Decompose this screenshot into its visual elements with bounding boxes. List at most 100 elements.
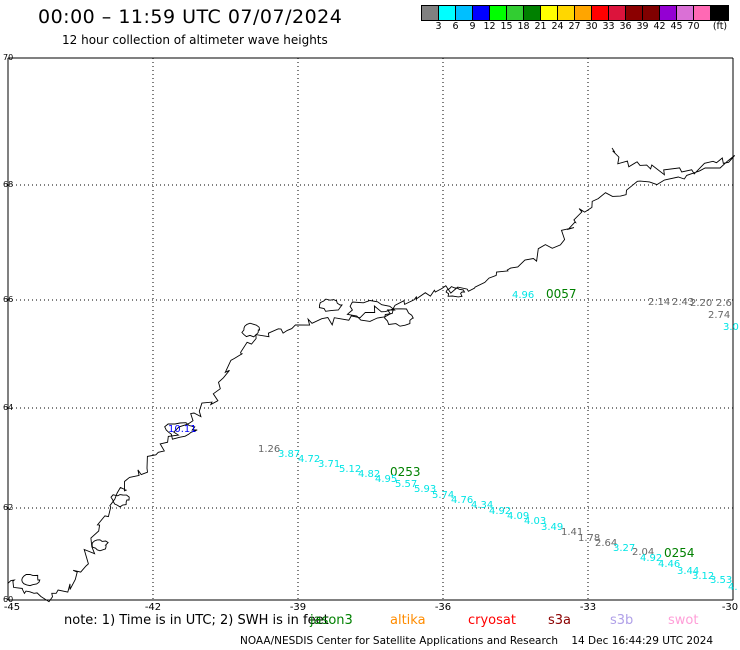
greenland-coastline bbox=[7, 147, 736, 603]
colorbar-label: 33 bbox=[602, 21, 615, 32]
colorbar-swatch bbox=[711, 6, 728, 20]
colorbar-label: 42 bbox=[653, 21, 666, 32]
wave-height-label: 5.12 bbox=[339, 464, 361, 475]
map-subtitle: 12 hour collection of altimeter wave hei… bbox=[62, 33, 328, 47]
satellite-legend-swot: swot bbox=[668, 613, 699, 628]
colorbar-label: 30 bbox=[585, 21, 598, 32]
satellite-legend-s3a: s3a bbox=[548, 613, 572, 628]
pass-time-label: 0254 bbox=[664, 546, 695, 560]
colorbar-swatch bbox=[490, 6, 507, 20]
latitude-label: 64 bbox=[3, 403, 14, 412]
wave-height-label: 3.53 bbox=[710, 575, 732, 586]
wave-height-label: 2.04 bbox=[632, 547, 654, 558]
longitude-label: -42 bbox=[144, 602, 162, 613]
longitude-label: -36 bbox=[434, 602, 452, 613]
wave-height-label: 4.96 bbox=[512, 290, 534, 301]
longitude-label: -45 bbox=[3, 602, 21, 613]
wave-height-label: 5.93 bbox=[414, 484, 436, 495]
wave-height-label: 3.12 bbox=[692, 571, 714, 582]
wave-height-label: 3.0 bbox=[723, 322, 739, 333]
footer-note: note: 1) Time is in UTC; 2) SWH is in fe… bbox=[64, 613, 329, 628]
wave-height-label: 2.20 bbox=[690, 298, 712, 309]
latitude-label: 62 bbox=[3, 503, 14, 512]
colorbar-swatch bbox=[643, 6, 660, 20]
satellite-legend-jason3: jason3 bbox=[310, 613, 353, 628]
island-outline bbox=[318, 298, 343, 312]
wave-height-label: 1.78 bbox=[578, 533, 600, 544]
colorbar-label: 15 bbox=[500, 21, 513, 32]
colorbar-label: 9 bbox=[469, 21, 476, 32]
coastline-path bbox=[7, 147, 736, 603]
wave-height-label: 2.6 bbox=[716, 298, 732, 309]
wave-height-label: 1.26 bbox=[258, 444, 280, 455]
colorbar-swatch bbox=[439, 6, 456, 20]
credit-line: NOAA/NESDIS Center for Satellite Applica… bbox=[240, 635, 713, 647]
map-title: 00:00 – 11:59 UTC 07/07/2024 bbox=[38, 6, 343, 28]
colorbar-swatch bbox=[609, 6, 626, 20]
island-outline bbox=[164, 422, 198, 440]
latitude-label: 70 bbox=[3, 53, 14, 62]
wave-height-colorbar bbox=[421, 5, 729, 21]
wave-height-label: 4.09 bbox=[507, 511, 529, 522]
colorbar-label: 21 bbox=[534, 21, 547, 32]
longitude-label: -39 bbox=[289, 602, 307, 613]
wave-height-label: 4.82 bbox=[358, 469, 380, 480]
satellite-legend-altika: altika bbox=[390, 613, 426, 628]
colorbar-swatch bbox=[677, 6, 694, 20]
credit-timestamp: 14 Dec 16:44:29 UTC 2024 bbox=[571, 635, 714, 647]
colorbar-swatch bbox=[660, 6, 677, 20]
longitude-label: -33 bbox=[579, 602, 597, 613]
credit-organization: NOAA/NESDIS Center for Satellite Applica… bbox=[240, 635, 558, 647]
wave-height-label: 4.95 bbox=[375, 474, 397, 485]
wave-height-label: 2.74 bbox=[708, 310, 730, 321]
colorbar-label: 24 bbox=[551, 21, 564, 32]
colorbar-label: 27 bbox=[568, 21, 581, 32]
wave-height-label: 4. bbox=[728, 582, 738, 593]
pass-time-label: 0057 bbox=[546, 287, 577, 301]
colorbar-label: 18 bbox=[517, 21, 530, 32]
colorbar-label: 45 bbox=[670, 21, 683, 32]
island-outline bbox=[384, 308, 414, 327]
wave-height-label: 4.92 bbox=[640, 553, 662, 564]
wave-height-label: 4.92 bbox=[489, 506, 511, 517]
satellite-legend-s3b: s3b bbox=[610, 613, 634, 628]
latitude-label: 68 bbox=[3, 180, 14, 189]
wave-height-label: 4.72 bbox=[298, 454, 320, 465]
island-outline bbox=[91, 539, 109, 552]
wave-height-label: 10.11 bbox=[168, 424, 197, 435]
colorbar-swatch bbox=[456, 6, 473, 20]
wave-height-label: 4.46 bbox=[658, 559, 680, 570]
wave-height-label: 4.34 bbox=[471, 500, 493, 511]
colorbar-label: 39 bbox=[636, 21, 649, 32]
colorbar-swatch bbox=[592, 6, 609, 20]
wave-height-label: 3.49 bbox=[541, 522, 563, 533]
satellite-legend-cryosat: cryosat bbox=[468, 613, 516, 628]
wave-height-label: 2.64 bbox=[595, 538, 617, 549]
longitude-label: -30 bbox=[721, 602, 739, 613]
wave-height-label: 3.87 bbox=[278, 449, 300, 460]
wave-height-label: 3.44 bbox=[677, 566, 699, 577]
colorbar-label: 36 bbox=[619, 21, 632, 32]
wave-height-label: 2.43 bbox=[672, 297, 694, 308]
island-outline bbox=[445, 286, 466, 298]
colorbar-swatch bbox=[558, 6, 575, 20]
colorbar-swatch bbox=[541, 6, 558, 20]
colorbar-swatch bbox=[507, 6, 524, 20]
colorbar-label: 3 bbox=[435, 21, 442, 32]
wave-height-label: 4.76 bbox=[451, 495, 473, 506]
wave-height-label: 3.27 bbox=[613, 543, 635, 554]
latitude-label: 60 bbox=[3, 595, 14, 604]
colorbar-unit: (ft) bbox=[712, 21, 728, 32]
graticule bbox=[7, 57, 734, 601]
colorbar-label: 6 bbox=[452, 21, 459, 32]
pass-time-label: 0253 bbox=[390, 465, 421, 479]
colorbar-swatch bbox=[626, 6, 643, 20]
wave-height-label: 4.03 bbox=[524, 516, 546, 527]
colorbar-swatch bbox=[575, 6, 592, 20]
colorbar-label: 12 bbox=[483, 21, 496, 32]
wave-height-label: 5.74 bbox=[432, 490, 454, 501]
colorbar-swatch bbox=[524, 6, 541, 20]
wave-height-label: 2.14 bbox=[648, 297, 670, 308]
island-outline bbox=[21, 574, 41, 587]
